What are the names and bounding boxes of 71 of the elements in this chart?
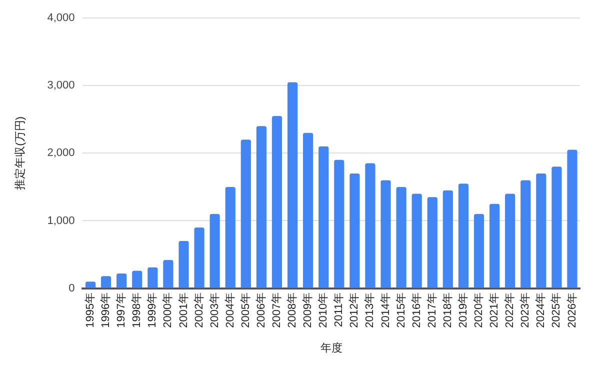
- x-tick-label: 2001年: [178, 292, 190, 328]
- y-tick-label: 3,000: [47, 80, 75, 92]
- x-tick-label: 2006年: [255, 292, 268, 328]
- x-tick-label: 2018年: [442, 292, 454, 328]
- x-tick-label: 2003年: [208, 292, 221, 328]
- bar: [474, 214, 484, 288]
- bar: [240, 140, 251, 288]
- bar: [365, 163, 376, 288]
- bar: [489, 204, 500, 288]
- y-tick-label: 4,000: [47, 12, 75, 24]
- x-tick-label: 2020年: [473, 292, 486, 328]
- x-tick-label: 2005年: [240, 292, 252, 328]
- bar: [442, 190, 453, 288]
- bar: [567, 150, 578, 288]
- bar: [350, 173, 360, 288]
- x-tick-label: 1999年: [146, 292, 159, 328]
- bar: [100, 276, 112, 288]
- bar: [520, 180, 531, 288]
- bar: [163, 260, 174, 288]
- x-tick-label: 2011年: [333, 292, 346, 327]
- x-tick-label: 2019年: [457, 292, 470, 328]
- bar: [552, 166, 562, 288]
- bar: [178, 241, 189, 288]
- x-tick-label: 2014年: [380, 292, 392, 328]
- bar: [505, 194, 516, 288]
- bar: [116, 273, 127, 288]
- x-tick-label: 2025年: [550, 292, 563, 328]
- x-tick-label: 2016年: [410, 292, 423, 328]
- y-tick-label: 2,000: [47, 147, 75, 160]
- bar: [256, 126, 266, 288]
- x-tick-label: 1995年: [84, 292, 97, 328]
- bar: [427, 197, 438, 288]
- y-tick-label: 1,000: [47, 214, 75, 227]
- bar: [380, 180, 391, 288]
- y-axis-title: 推定年収(万円): [14, 116, 27, 190]
- x-tick-label: 2021年: [488, 292, 501, 328]
- x-axis-title: 年度: [320, 341, 342, 354]
- x-tick-label: 2010年: [318, 292, 330, 328]
- bar: [225, 186, 236, 288]
- x-tick-label: 2017年: [426, 292, 438, 328]
- bar: [85, 282, 96, 288]
- bar: [272, 116, 282, 288]
- bar: [458, 184, 468, 288]
- bar: [318, 146, 329, 288]
- x-tick-label: 2024年: [535, 292, 548, 328]
- bar: [536, 173, 546, 288]
- x-tick-label: 2022年: [504, 292, 516, 328]
- x-tick-label: 2007年: [271, 292, 284, 328]
- bar: [132, 270, 142, 288]
- bar: [396, 186, 406, 288]
- bar: [287, 82, 298, 288]
- x-tick-label: 2023年: [520, 292, 532, 328]
- x-tick-label: 2015年: [395, 292, 408, 328]
- x-tick-label: 2012年: [348, 292, 361, 328]
- x-tick-label: 1998年: [131, 292, 144, 328]
- bar: [210, 214, 220, 288]
- bar: [148, 267, 158, 288]
- x-tick-label: 1996年: [100, 292, 112, 328]
- bar: [334, 160, 344, 288]
- x-tick-label: 2013年: [364, 292, 376, 328]
- bar: [412, 194, 422, 288]
- x-tick-label: 1997年: [116, 292, 128, 328]
- x-tick-label: 2026年: [566, 292, 578, 328]
- x-tick-label: 2009年: [302, 292, 314, 328]
- bar: [303, 132, 314, 288]
- x-tick-label: 2000年: [162, 292, 174, 328]
- x-tick-label: 2008年: [286, 292, 299, 328]
- x-tick-label: 2004年: [224, 292, 236, 328]
- x-tick-label: 2002年: [193, 292, 206, 328]
- y-tick-label: 0: [68, 282, 75, 294]
- bar: [194, 228, 204, 288]
